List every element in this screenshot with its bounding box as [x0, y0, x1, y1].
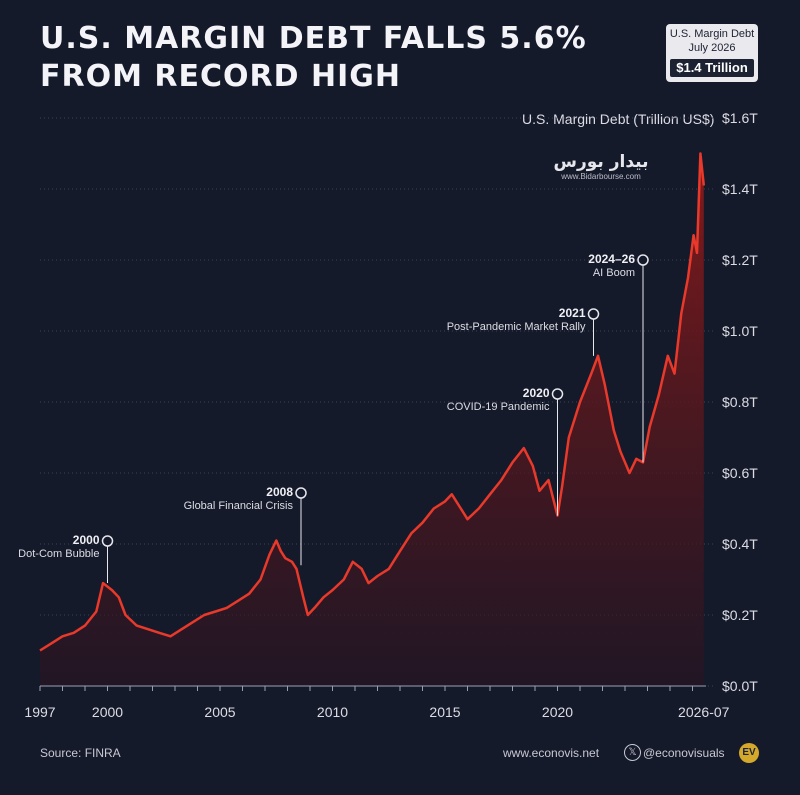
- annotation-label: COVID-19 Pandemic: [446, 401, 550, 413]
- x-tick-label: 2000: [91, 704, 124, 720]
- annotation-lines: [101, 254, 649, 584]
- annotation-year: 2020: [522, 386, 550, 400]
- annotation-label: Global Financial Crisis: [183, 500, 293, 512]
- annotation-marker: [295, 487, 307, 499]
- badge-line2: July 2026: [688, 42, 736, 54]
- x-logo-icon: 𝕏: [624, 744, 641, 761]
- x-tick-label: 2020: [541, 704, 574, 720]
- annotation-marker: [587, 308, 600, 320]
- y-tick-label: $1.6T: [722, 110, 758, 126]
- source-label: Source: FINRA: [40, 746, 121, 760]
- y-tick-label: $0.6T: [722, 465, 758, 481]
- brand-logo-icon: EV: [739, 743, 759, 763]
- x-tick-label: 2015: [429, 704, 461, 720]
- badge-value: $1.4 Trillion: [670, 59, 754, 77]
- y-tick-label: $1.2T: [722, 252, 758, 268]
- series-line: [39, 152, 706, 652]
- y-tick-label: $1.0T: [722, 323, 758, 339]
- x-tick-label: 1997: [24, 704, 56, 720]
- annotation-year: 2008: [266, 485, 293, 499]
- annotation-label: AI Boom: [592, 267, 635, 279]
- x-axis: [39, 685, 706, 691]
- watermark-url: www.Bidarbourse.com: [561, 172, 641, 181]
- chart-title: U.S. MARGIN DEBT FALLS 5.6% FROM RECORD …: [40, 21, 587, 94]
- social-handle[interactable]: @econovisuals: [643, 746, 725, 760]
- x-tick-label: 2005: [204, 704, 236, 720]
- latest-value-badge: U.S. Margin Debt July 2026 $1.4 Trillion: [666, 24, 758, 82]
- watermark-name: بیدار بورس: [553, 152, 649, 172]
- annotation-marker: [637, 254, 649, 266]
- y-tick-label: $0.8T: [722, 394, 758, 410]
- annotation-year: 2000: [72, 533, 100, 547]
- annotation-label: Dot-Com Bubble: [18, 548, 100, 560]
- y-tick-label: $0.2T: [722, 607, 758, 623]
- y-tick-label: $0.4T: [722, 536, 758, 552]
- annotation-marker: [101, 535, 114, 547]
- area-fill: [40, 153, 704, 686]
- website-link[interactable]: www.econovis.net: [503, 746, 600, 760]
- annotation-marker: [551, 388, 564, 400]
- watermark: بیدار بورس www.Bidarbourse.com: [536, 152, 666, 181]
- badge-line1: U.S. Margin Debt: [669, 28, 755, 40]
- y-tick-label: $0.0T: [722, 678, 758, 694]
- x-tick-label: 2010: [316, 704, 349, 720]
- annotation-year: 2021: [558, 306, 586, 320]
- annotation-label: Post-Pandemic Market Rally: [446, 321, 586, 333]
- annotation-year: 2024–26: [588, 252, 635, 266]
- y-tick-label: $1.4T: [722, 181, 758, 197]
- y-axis-label: U.S. Margin Debt (Trillion US$): [522, 111, 715, 127]
- x-tick-label: 2026-07: [678, 704, 730, 720]
